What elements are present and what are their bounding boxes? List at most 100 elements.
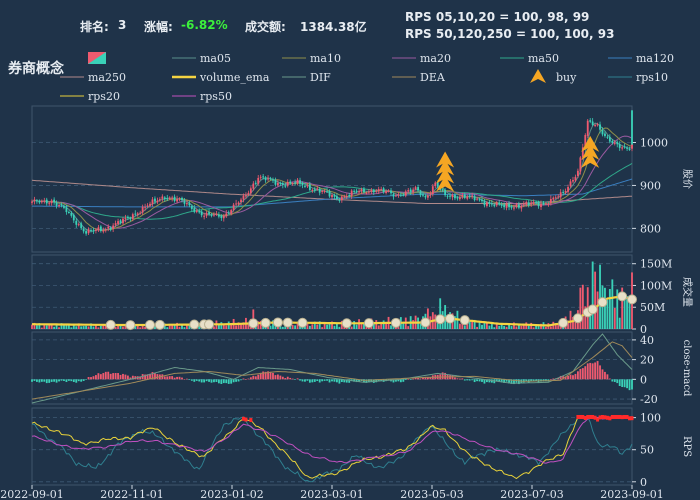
candle-body — [500, 204, 503, 206]
macd-hist-bar — [33, 379, 36, 381]
candle-body — [458, 197, 461, 200]
macd-hist-bar — [188, 379, 191, 380]
volume-bar — [323, 323, 326, 329]
candle-body — [340, 196, 343, 201]
candle-body — [38, 200, 41, 203]
macd-hist-bar — [345, 379, 348, 383]
candle-body — [468, 195, 471, 197]
macd-hist-bar — [414, 377, 417, 380]
candle-body — [107, 226, 110, 229]
candle-body — [441, 189, 444, 191]
y-axis-label-price: 股价 — [681, 169, 693, 189]
volume-signal-dot — [459, 315, 470, 326]
candle-body — [139, 212, 142, 214]
volume-signal-dot — [363, 318, 374, 329]
candle-body — [345, 195, 348, 197]
volume-bar — [488, 325, 491, 329]
volume-bar — [237, 322, 240, 329]
candle-body — [286, 181, 289, 186]
candle-body — [527, 202, 530, 206]
volume-signal-dot — [572, 313, 583, 324]
candle-body — [99, 226, 102, 232]
volume-bar — [72, 323, 75, 329]
macd-hist-bar — [92, 376, 95, 380]
candle-body — [545, 203, 547, 205]
volume-bar — [171, 325, 174, 329]
candle-body — [631, 110, 633, 145]
macd-hist-bar — [530, 379, 533, 382]
macd-hist-bar — [311, 379, 314, 383]
volume-bar — [82, 326, 85, 329]
macd-hist-bar — [286, 376, 289, 380]
volume-bar — [63, 325, 65, 329]
candle-body — [215, 213, 218, 215]
candle-body — [535, 202, 538, 204]
volume-bar — [412, 320, 415, 329]
macd-hist-bar — [272, 372, 274, 380]
volume-bar — [574, 318, 577, 329]
y-tick-label-macd: 40 — [640, 334, 654, 347]
candle-body — [126, 217, 129, 219]
volume-bar — [335, 322, 338, 329]
macd-hist-bar — [370, 379, 373, 382]
macd-hist-bar — [45, 379, 48, 384]
macd-hist-bar — [213, 379, 215, 383]
candle-body — [272, 179, 274, 181]
candle-body — [532, 202, 535, 204]
macd-hist-bar — [564, 376, 567, 380]
volume-bar — [119, 324, 122, 329]
candle-body — [311, 189, 314, 191]
candle-body — [404, 191, 407, 196]
macd-hist-bar — [611, 379, 614, 382]
candle-body — [70, 212, 73, 216]
candle-body — [485, 202, 488, 207]
candle-body — [257, 177, 260, 184]
y-tick-label-price: 1000 — [640, 137, 668, 150]
volume-bar — [95, 324, 97, 329]
volume-bar — [43, 324, 46, 329]
candle-body — [483, 200, 486, 206]
candle-body — [75, 220, 78, 225]
volume-bar — [272, 320, 274, 329]
volume-bar — [235, 325, 238, 329]
y-tick-label-volume: 150M — [640, 258, 672, 271]
candle-body — [284, 185, 287, 187]
macd-hist-bar — [67, 379, 70, 381]
macd-hist-bar — [262, 371, 265, 380]
candle-body — [397, 194, 400, 196]
candle-body — [92, 230, 95, 232]
volume-bar — [535, 324, 538, 329]
volume-ema-line — [32, 295, 633, 327]
y-tick-label-price: 900 — [640, 179, 661, 192]
candle-body — [149, 203, 151, 206]
macd-hist-bar — [606, 374, 609, 380]
macd-hist-bar — [245, 379, 247, 380]
volume-label: 成交额: — [245, 20, 286, 34]
legend-label-buy: buy — [556, 71, 577, 84]
macd-hist-bar — [422, 377, 424, 380]
candle-body — [478, 199, 481, 201]
volume-signal-dot — [617, 291, 628, 302]
volume-bar — [466, 320, 469, 329]
candle-body — [178, 198, 181, 200]
volume-bar — [621, 287, 624, 329]
candle-body — [53, 199, 56, 202]
macd-hist-bar — [257, 374, 260, 380]
candle-body — [122, 218, 124, 224]
volume-bar — [434, 314, 437, 329]
volume-bar — [50, 323, 53, 329]
volume-bar — [505, 326, 508, 329]
volume-bar — [144, 326, 147, 329]
candle-body — [203, 215, 206, 217]
buy-marker — [436, 175, 455, 192]
macd-hist-bar — [358, 379, 360, 383]
macd-hist-bar — [139, 376, 142, 380]
macd-hist-bar — [483, 379, 486, 384]
volume-signal-dot — [341, 318, 352, 329]
panel-frame-volume — [31, 254, 633, 330]
volume-bar — [141, 325, 144, 329]
candle-body — [574, 176, 577, 181]
macd-hist-bar — [284, 378, 287, 380]
macd-hist-bar — [461, 378, 464, 380]
macd-hist-bar — [476, 379, 479, 382]
